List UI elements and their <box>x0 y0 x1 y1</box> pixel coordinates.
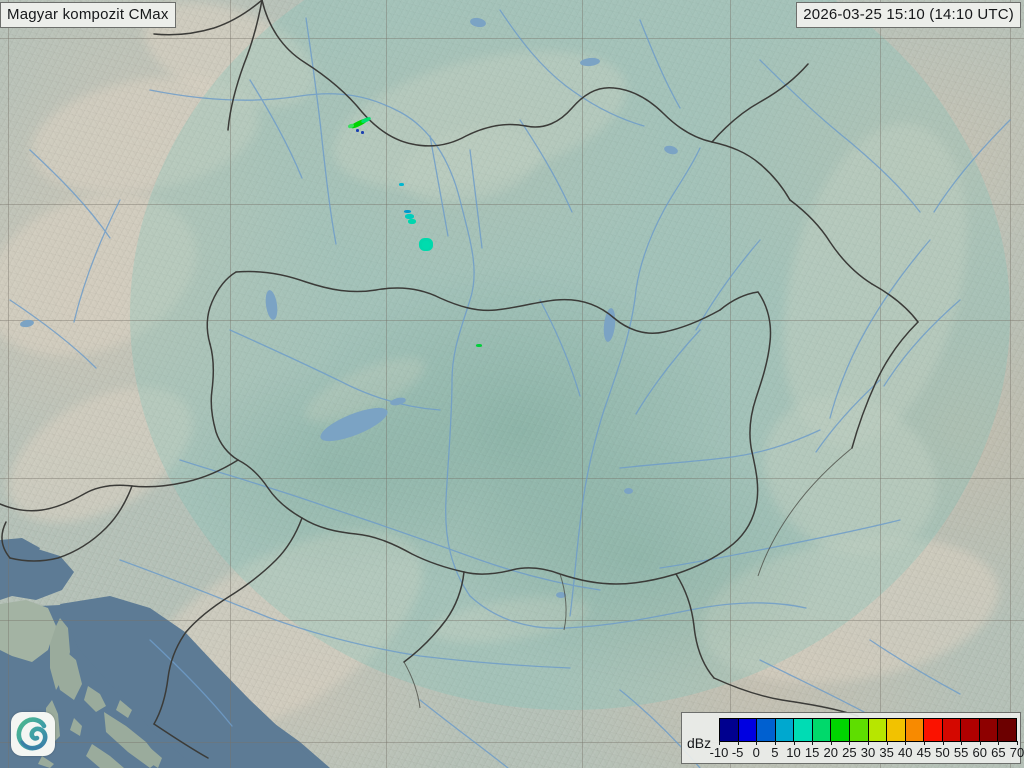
legend-tick-mark-20 <box>830 741 832 745</box>
legend-tick-40: 40 <box>898 745 913 760</box>
legend-tick-mark-65 <box>998 741 1000 745</box>
legend-tick-5: 5 <box>771 745 779 760</box>
echo-center-small <box>399 183 404 186</box>
legend-swatch-12 <box>942 719 962 741</box>
graticule-parallel <box>0 620 1024 621</box>
legend-tick-35: 35 <box>879 745 894 760</box>
legend-swatch-11 <box>924 719 943 741</box>
legend-tick-45: 45 <box>916 745 932 760</box>
legend-tick-0: 0 <box>752 745 760 760</box>
legend-tick-mark-25 <box>849 741 851 745</box>
legend-swatch-10 <box>905 719 925 741</box>
legend-tick-mark-55 <box>961 741 963 745</box>
lake-south-1 <box>556 592 566 598</box>
legend-swatch-4 <box>794 719 813 741</box>
graticule-meridian <box>230 0 231 768</box>
legend-tick-10: 10 <box>786 745 801 760</box>
spiral-logo-icon <box>16 717 48 751</box>
echo-center-upper <box>404 210 411 213</box>
legend-color-bar <box>719 718 1017 742</box>
legend-tick-mark--5 <box>737 741 739 745</box>
echo-center-lower <box>408 219 416 224</box>
legend-tick-mark-45 <box>923 741 925 745</box>
legend-unit-label: dBz <box>687 735 712 751</box>
legend-swatch-1 <box>738 719 758 741</box>
timestamp-text: 2026-03-25 15:10 (14:10 UTC) <box>803 6 1014 23</box>
legend-swatch-3 <box>775 719 795 741</box>
legend-swatch-14 <box>979 719 999 741</box>
product-title: Magyar kompozit CMax <box>7 6 169 23</box>
echo-tisza-speck <box>476 344 482 347</box>
legend-tick-60: 60 <box>972 745 987 760</box>
legend-tick-mark-60 <box>979 741 981 745</box>
graticule-parallel <box>0 38 1024 39</box>
legend-swatch-5 <box>812 719 832 741</box>
legend-tick-mark-70 <box>1017 741 1018 745</box>
lake-east-1 <box>624 488 633 494</box>
legend-tick-70: 70 <box>1009 745 1024 760</box>
legend-tick--5: -5 <box>731 745 744 760</box>
graticule-parallel <box>0 742 1024 743</box>
legend-tick-labels: -10 -5 0 5 10 15 20 25 30 35 40 45 50 55 60 65 70 <box>710 741 1024 761</box>
legend-tick-30: 30 <box>860 745 876 760</box>
legend-tick-mark-5 <box>774 741 776 745</box>
legend-swatch-8 <box>868 719 888 741</box>
dbz-legend: dBz -10 -5 0 5 10 15 20 25 30 35 40 45 50 55 60 65 70 <box>681 712 1024 764</box>
legend-tick-50: 50 <box>935 745 950 760</box>
graticule-parallel <box>0 320 1024 321</box>
legend-tick-25: 25 <box>842 745 857 760</box>
legend-swatch-9 <box>887 719 906 741</box>
echo-north-small-blue-2 <box>361 131 364 134</box>
legend-swatch-7 <box>849 719 869 741</box>
legend-swatch-13 <box>961 719 980 741</box>
echo-main-blob-core <box>422 241 430 249</box>
legend-tick-mark-40 <box>905 741 907 745</box>
legend-tick-15: 15 <box>804 745 820 760</box>
graticule-meridian <box>730 0 731 768</box>
echo-center-mid <box>405 214 414 219</box>
graticule-meridian <box>8 0 9 768</box>
legend-tick-mark-30 <box>868 741 869 745</box>
product-title-box: Magyar kompozit CMax <box>0 2 176 28</box>
graticule-parallel <box>0 204 1024 205</box>
legend-swatch-0 <box>720 719 739 741</box>
legend-tick-mark--10 <box>719 741 720 745</box>
graticule-meridian <box>386 0 387 768</box>
legend-swatch-15 <box>998 719 1016 741</box>
legend-tick-mark-15 <box>812 741 814 745</box>
graticule-meridian <box>880 0 881 768</box>
legend-tick-20: 20 <box>823 745 838 760</box>
legend-tick-mark-35 <box>886 741 888 745</box>
legend-swatch-6 <box>831 719 850 741</box>
legend-tick-65: 65 <box>991 745 1006 760</box>
graticule-meridian <box>1010 0 1011 768</box>
timestamp-box: 2026-03-25 15:10 (14:10 UTC) <box>796 2 1021 28</box>
legend-tick-55: 55 <box>953 745 969 760</box>
echo-north-small-blue <box>356 129 359 132</box>
met-service-logo[interactable] <box>11 712 55 756</box>
graticule-parallel <box>0 478 1024 479</box>
legend-tick-mark-0 <box>756 741 758 745</box>
legend-tick--10: -10 <box>709 745 729 760</box>
legend-tick-mark-50 <box>942 741 944 745</box>
legend-tick-mark-10 <box>793 741 795 745</box>
legend-swatch-2 <box>757 719 776 741</box>
graticule-meridian <box>582 0 583 768</box>
